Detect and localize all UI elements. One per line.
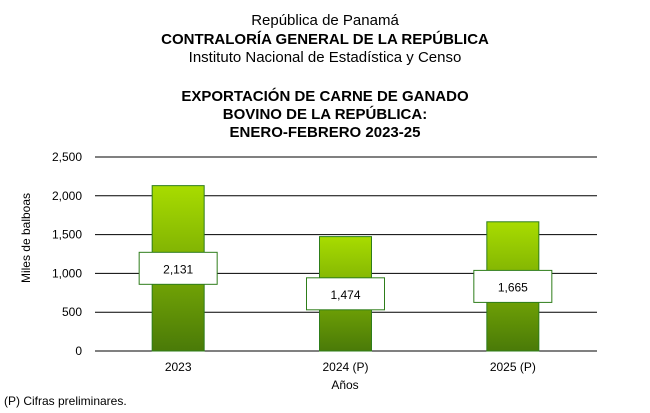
y-tick-label: 500	[62, 305, 82, 319]
x-tick-label: 2024 (P)	[322, 360, 368, 374]
chart-title-3: ENERO-FEBRERO 2023-25	[230, 124, 421, 141]
data-label: 2,131	[163, 262, 193, 276]
data-label: 1,665	[498, 280, 528, 294]
data-label-box	[138, 251, 218, 285]
y-tick-label: 2,000	[52, 189, 82, 203]
chart-title-2: BOVINO DE LA REPÚBLICA:	[223, 105, 427, 123]
y-tick-label: 2,500	[52, 150, 82, 164]
data-label-box	[306, 277, 385, 311]
x-axis-label: Años	[331, 378, 358, 392]
y-tick-label: 1,000	[52, 266, 82, 280]
y-tick-label: 1,500	[52, 228, 82, 242]
x-tick-label: 2025 (P)	[490, 360, 536, 374]
data-label-box	[473, 269, 553, 303]
footnote: (P) Cifras preliminares.	[4, 394, 127, 408]
header-republic: República de Panamá	[251, 12, 399, 29]
header-institute: Instituto Nacional de Estadística y Cens…	[189, 49, 462, 66]
data-label: 1,474	[330, 288, 360, 302]
header-contraloria: CONTRALORÍA GENERAL DE LA REPÚBLICA	[161, 30, 489, 48]
chart-title-1: EXPORTACIÓN DE CARNE DE GANADO	[181, 87, 469, 105]
y-axis-label: Miles de balboas	[19, 193, 33, 283]
x-tick-label: 2023	[165, 360, 192, 374]
y-tick-label: 0	[75, 344, 82, 358]
